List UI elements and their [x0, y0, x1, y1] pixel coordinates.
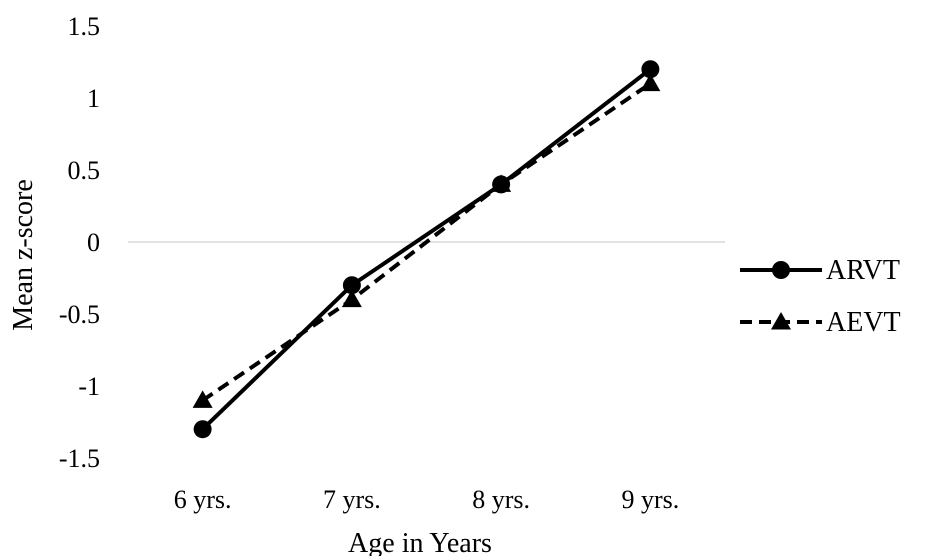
legend-item-aevt: AEVT [740, 307, 901, 338]
data-point-aevt [491, 174, 512, 192]
x-tick-label: 7 yrs. [323, 485, 381, 514]
series-aevt [192, 73, 661, 408]
x-tick-label: 6 yrs. [174, 485, 232, 514]
x-axis-title: Age in Years [348, 528, 492, 556]
x-tick-label: 9 yrs. [621, 485, 679, 514]
series-line-arvt [201, 67, 652, 431]
data-point-aevt [341, 289, 362, 308]
y-tick-label: -1 [78, 372, 100, 401]
y-tick-label: -1.5 [59, 444, 100, 473]
x-tick-label: 8 yrs. [472, 485, 530, 514]
data-point-arvt [641, 60, 660, 79]
legend: ARVT AEVT [740, 255, 901, 338]
legend-item-arvt: ARVT [740, 255, 900, 286]
y-tick-label: 0 [87, 228, 100, 257]
y-tick-label: -0.5 [59, 300, 100, 329]
series-layer [192, 60, 661, 439]
y-axis-tick-labels: 1.5 1 0.5 0 -0.5 -1 -1.5 [59, 12, 100, 473]
y-tick-label: 0.5 [68, 156, 101, 185]
data-point-aevt [640, 73, 661, 92]
data-point-arvt [342, 276, 361, 295]
y-tick-label: 1 [87, 84, 100, 113]
series-arvt [193, 60, 660, 439]
data-point-arvt [193, 420, 212, 439]
series-line-aevt [201, 81, 652, 403]
legend-marker [771, 312, 791, 330]
x-axis-tick-labels: 6 yrs. 7 yrs. 8 yrs. 9 yrs. [174, 485, 680, 514]
y-tick-label: 1.5 [68, 12, 101, 41]
legend-label: ARVT [826, 255, 900, 286]
legend-marker [772, 261, 790, 279]
data-point-aevt [192, 390, 213, 408]
legend-label: AEVT [826, 307, 901, 338]
y-axis-title: Mean z-score [8, 179, 39, 331]
